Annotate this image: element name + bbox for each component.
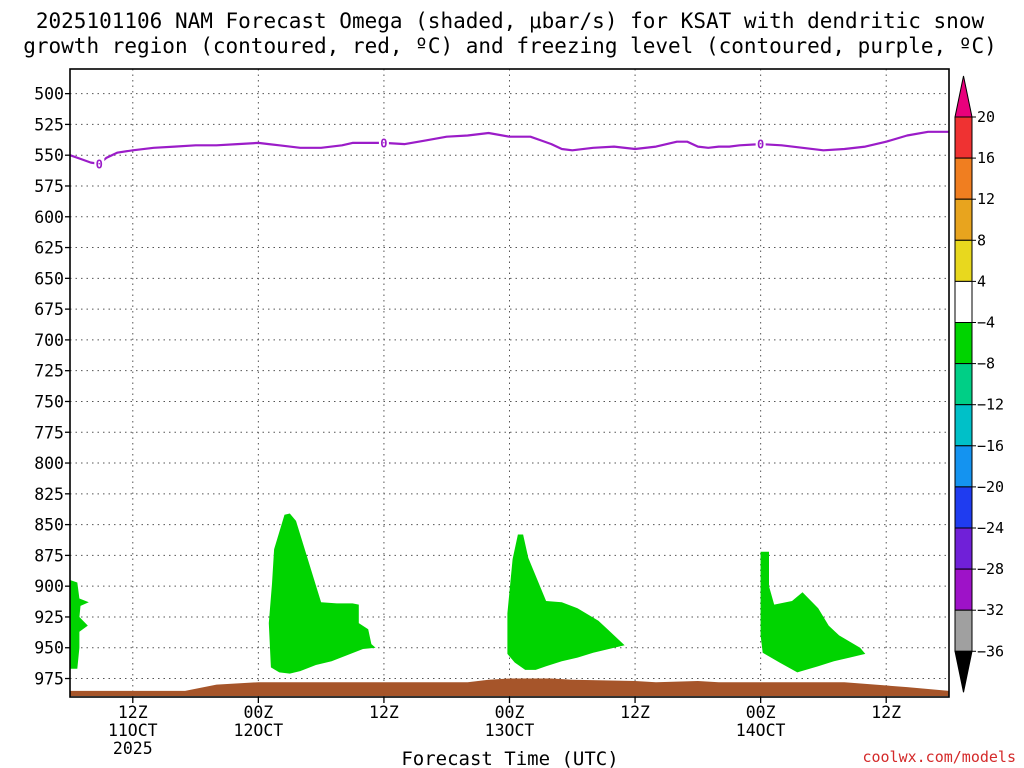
x-tick-label: 12OCT (234, 721, 284, 740)
colorbar-label: −16 (977, 437, 1004, 455)
omega-region-3 (507, 534, 625, 670)
y-tick-label: 825 (34, 485, 64, 504)
x-tick-label: 12Z (620, 703, 650, 722)
colorbar-segment (954, 609, 973, 652)
chart-title-line2: growth region (contoured, red, ºC) and f… (23, 34, 997, 58)
y-tick-label: 975 (34, 670, 64, 689)
colorbar-segment (954, 363, 973, 406)
y-tick-label: 650 (34, 269, 64, 288)
x-tick-label: 12Z (118, 703, 148, 722)
colorbar-label: −12 (977, 396, 1004, 414)
x-tick-label: 2025 (113, 739, 153, 758)
x-axis-title: Forecast Time (UTC) (401, 748, 618, 768)
colorbar-segment (954, 116, 973, 159)
y-tick-label: 775 (34, 423, 64, 442)
freezing-level-label: 0 (757, 138, 764, 152)
colorbar-segment (954, 404, 973, 447)
y-tick-label: 550 (34, 146, 64, 165)
colorbar-label: −8 (977, 355, 995, 373)
y-tick-label: 875 (34, 546, 64, 565)
colorbar-segment (954, 239, 973, 282)
ground-layer (70, 678, 949, 696)
x-tick-label: 12Z (369, 703, 399, 722)
y-tick-label: 800 (34, 454, 64, 473)
x-tick-label: 00Z (243, 703, 273, 722)
credit-text: coolwx.com/models (862, 748, 1016, 766)
freezing-label-bg (755, 137, 766, 151)
colorbar-label: 4 (977, 272, 986, 290)
colorbar-top-extend (954, 75, 973, 118)
colorbar-label: −28 (977, 560, 1004, 578)
y-tick-label: 925 (34, 608, 64, 627)
colorbar-label: −36 (977, 642, 1004, 660)
colorbar-segment (954, 157, 973, 200)
freezing-label-bg (94, 156, 105, 170)
colorbar-label: −32 (977, 601, 1004, 619)
x-tick-label: 14OCT (736, 721, 786, 740)
x-tick-label: 00Z (746, 703, 776, 722)
colorbar-segment (954, 322, 973, 365)
chart-title-line1: 2025101106 NAM Forecast Omega (shaded, μ… (36, 9, 985, 33)
colorbar-label: 16 (977, 149, 995, 167)
y-tick-label: 625 (34, 239, 64, 258)
y-tick-label: 525 (34, 115, 64, 134)
y-tick-label: 500 (34, 85, 64, 104)
x-tick-label: 11OCT (108, 721, 158, 740)
omega-region-1 (70, 580, 89, 669)
y-tick-label: 725 (34, 362, 64, 381)
colorbar-bottom-extend (954, 650, 973, 693)
omega-shading (70, 513, 866, 674)
freezing-level-label: 0 (96, 157, 103, 171)
y-tick-label: 600 (34, 208, 64, 227)
colorbar-label: −4 (977, 314, 995, 332)
y-tick-label: 950 (34, 639, 64, 658)
colorbar-segment (954, 527, 973, 570)
x-tick-label: 00Z (495, 703, 525, 722)
colorbar-segment (954, 445, 973, 488)
y-tick-label: 700 (34, 331, 64, 350)
colorbar-segment (954, 198, 973, 241)
y-tick-label: 900 (34, 577, 64, 596)
y-tick-label: 575 (34, 177, 64, 196)
colorbar: 20 16 12 8 4 −4 −8 −12 −16 −20 −24 −28 −32 −36 (954, 75, 1004, 693)
colorbar-segment (954, 486, 973, 529)
omega-region-4 (760, 551, 866, 673)
colorbar-label: 8 (977, 231, 986, 249)
y-tick-label: 850 (34, 516, 64, 535)
ground-fill (70, 678, 949, 696)
y-tick-label: 675 (34, 300, 64, 319)
y-axis: 500 525 550 575 600 625 650 675 700 725 750 775 800 8… (34, 85, 70, 689)
colorbar-label: −20 (977, 478, 1004, 496)
y-tick-label: 750 (34, 392, 64, 411)
colorbar-label: −24 (977, 519, 1004, 537)
x-tick-label: 12Z (871, 703, 901, 722)
colorbar-segment (954, 280, 973, 323)
colorbar-label: 12 (977, 190, 995, 208)
x-tick-label: 13OCT (485, 721, 535, 740)
omega-region-2 (268, 513, 376, 674)
freezing-level-line (69, 130, 949, 165)
colorbar-label: 20 (977, 108, 995, 126)
plot-area: 0 0 0 (69, 68, 950, 698)
colorbar-segment (954, 568, 973, 611)
freezing-level-contour: 0 0 0 (69, 130, 949, 171)
freezing-label-bg (378, 135, 389, 149)
freezing-level-label: 0 (380, 136, 387, 150)
